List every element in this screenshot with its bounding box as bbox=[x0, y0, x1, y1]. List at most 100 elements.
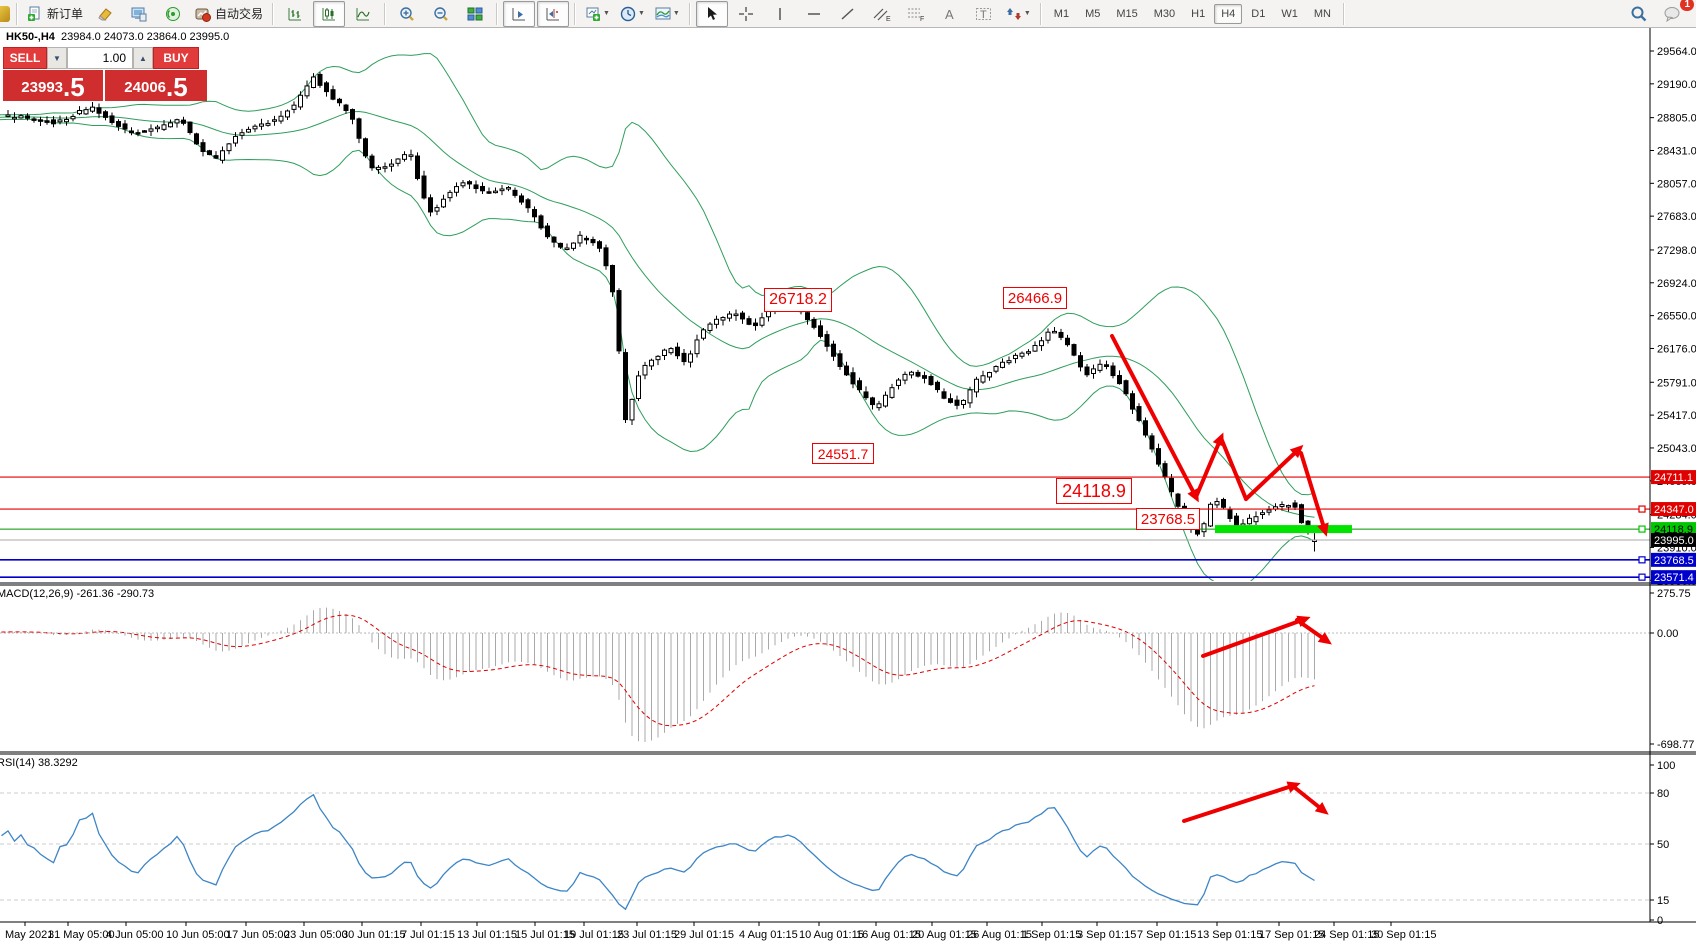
svg-text:25417.0: 25417.0 bbox=[1657, 410, 1696, 422]
rsi-indicator bbox=[0, 792, 1650, 911]
panel-borders bbox=[0, 28, 1696, 923]
volume-input[interactable]: 1.00 bbox=[67, 47, 133, 69]
crosshair-tool-button[interactable] bbox=[730, 1, 762, 27]
timeframe-button-m15[interactable]: M15 bbox=[1116, 7, 1138, 20]
svg-text:27683.0: 27683.0 bbox=[1657, 211, 1696, 223]
text-label-tool-button[interactable]: T bbox=[968, 1, 1000, 27]
separator bbox=[384, 2, 387, 25]
auto-scroll-icon bbox=[512, 7, 526, 20]
sell-price-pips: .5 bbox=[63, 72, 85, 102]
signal-button[interactable] bbox=[157, 1, 189, 27]
support-zone-bar bbox=[1215, 525, 1352, 534]
trend-arrows bbox=[1110, 334, 1332, 823]
timeframe-button-h1[interactable]: H1 bbox=[1191, 7, 1206, 20]
price-callout[interactable]: 23768.5 bbox=[1136, 508, 1200, 530]
volume-decrease-button[interactable]: ▼ bbox=[47, 47, 67, 69]
timeframe-button-d1[interactable]: D1 bbox=[1251, 7, 1266, 20]
search-button[interactable] bbox=[1623, 1, 1655, 27]
fibonacci-tool-button[interactable]: F bbox=[900, 1, 932, 27]
chart-canvas[interactable]: 29564.0 29190.0 28805.0 28431.0 28057.0 27683… bbox=[0, 28, 1696, 945]
zoom-in-button[interactable] bbox=[391, 1, 423, 27]
chat-bubble-icon bbox=[1664, 6, 1680, 22]
new-order-label: 新订单 bbox=[47, 7, 84, 21]
timeframe-button-w1[interactable]: W1 bbox=[1281, 7, 1298, 20]
one-click-trade-panel: SELL ▼ 1.00 ▲ BUY 23993.5 24006.5 bbox=[3, 47, 211, 101]
candlestick-chart-button[interactable] bbox=[313, 0, 346, 27]
terminal-button[interactable] bbox=[123, 1, 155, 27]
svg-text:15: 15 bbox=[1657, 895, 1669, 907]
price-callout[interactable]: 26466.9 bbox=[1003, 287, 1067, 309]
templates-icon bbox=[655, 7, 671, 19]
cursor-tool-button[interactable] bbox=[695, 0, 728, 27]
svg-text:10 Aug 01:15: 10 Aug 01:15 bbox=[799, 929, 864, 941]
svg-text:May 2021: May 2021 bbox=[5, 929, 53, 941]
auto-scroll-button[interactable] bbox=[503, 0, 536, 27]
buy-button[interactable]: BUY bbox=[153, 47, 199, 69]
price-callout[interactable]: 24118.9 bbox=[1056, 478, 1132, 504]
sell-price-display[interactable]: 23993.5 bbox=[3, 70, 103, 101]
text-icon: A bbox=[945, 7, 954, 22]
trendline-tool-button[interactable] bbox=[832, 1, 864, 27]
chart-shift-button[interactable] bbox=[537, 0, 570, 27]
channel-tool-button[interactable]: E bbox=[866, 1, 898, 27]
bar-chart-button[interactable] bbox=[279, 1, 311, 27]
sell-price-main: 23993 bbox=[21, 79, 64, 96]
volume-increase-button[interactable]: ▲ bbox=[133, 47, 153, 69]
periods-button[interactable]: ▼ bbox=[616, 1, 649, 27]
svg-text:1 Sep 01:15: 1 Sep 01:15 bbox=[1022, 929, 1081, 941]
toolbar: 新订单 自动交易 bbox=[0, 0, 1696, 28]
zoom-out-icon bbox=[434, 6, 448, 21]
price-callout[interactable]: 26718.2 bbox=[764, 288, 832, 312]
tile-windows-button[interactable] bbox=[459, 1, 491, 27]
shapes-tool-button[interactable]: ▼ bbox=[1002, 1, 1035, 27]
price-lines bbox=[0, 476, 1650, 581]
dropdown-arrow-icon: ▼ bbox=[672, 10, 680, 17]
chart-header: HK50-,H4 23984.0 24073.0 23864.0 23995.0 bbox=[6, 31, 229, 43]
svg-text:T: T bbox=[980, 9, 987, 21]
svg-text:7 Jul 01:15: 7 Jul 01:15 bbox=[401, 929, 455, 941]
svg-text:26176.0: 26176.0 bbox=[1657, 343, 1696, 355]
new-chart-button[interactable]: ▼ bbox=[581, 1, 614, 27]
rsi-label: RSI(14) 38.3292 bbox=[0, 757, 78, 769]
svg-text:23 Jun 05:00: 23 Jun 05:00 bbox=[284, 929, 348, 941]
timeframe-button-m5[interactable]: M5 bbox=[1085, 7, 1101, 20]
fibonacci-icon: F bbox=[907, 8, 924, 22]
ohlc-values: 23984.0 24073.0 23864.0 23995.0 bbox=[61, 31, 230, 43]
timeframe-button-m30[interactable]: M30 bbox=[1153, 7, 1176, 20]
zoom-out-button[interactable] bbox=[425, 1, 457, 27]
dropdown-arrow-icon: ▼ bbox=[637, 10, 645, 17]
svg-text:27298.0: 27298.0 bbox=[1657, 245, 1696, 257]
notifications-button[interactable]: 1 bbox=[1657, 0, 1694, 27]
price-callout[interactable]: 24551.7 bbox=[812, 443, 874, 464]
templates-button[interactable]: ▼ bbox=[651, 1, 684, 27]
svg-text:0: 0 bbox=[1657, 915, 1663, 927]
text-tool-button[interactable]: A bbox=[934, 1, 966, 27]
buy-price-display[interactable]: 24006.5 bbox=[105, 70, 207, 101]
timeframe-button-h4[interactable]: H4 bbox=[1214, 3, 1243, 24]
new-order-button[interactable]: 新订单 bbox=[23, 1, 87, 27]
line-chart-button[interactable] bbox=[347, 1, 379, 27]
timeframe-button-m1[interactable]: M1 bbox=[1053, 7, 1070, 20]
terminal-icon bbox=[131, 7, 147, 21]
svg-text:50: 50 bbox=[1657, 839, 1669, 851]
svg-text:29 Jul 01:15: 29 Jul 01:15 bbox=[674, 929, 734, 941]
candlesticks bbox=[5, 72, 1317, 552]
price-axis[interactable]: 29564.0 29190.0 28805.0 28431.0 28057.0 27683… bbox=[1650, 46, 1696, 927]
sell-button[interactable]: SELL bbox=[3, 47, 47, 69]
zoom-in-icon bbox=[400, 6, 414, 21]
svg-text:F: F bbox=[920, 16, 924, 22]
search-icon bbox=[1631, 6, 1647, 21]
svg-text:7 Sep 01:15: 7 Sep 01:15 bbox=[1137, 929, 1196, 941]
timeframe-button-mn[interactable]: MN bbox=[1313, 7, 1331, 20]
svg-text:26 Aug 01:15: 26 Aug 01:15 bbox=[967, 929, 1032, 941]
horizontal-line-tool-button[interactable] bbox=[798, 1, 830, 27]
autotrading-button[interactable]: 自动交易 bbox=[191, 1, 267, 27]
separator bbox=[16, 2, 18, 25]
svg-text:100: 100 bbox=[1657, 760, 1675, 772]
bar-chart-icon bbox=[288, 7, 302, 20]
vertical-line-tool-button[interactable] bbox=[764, 1, 796, 27]
svg-text:80: 80 bbox=[1657, 788, 1669, 800]
eraser-button[interactable] bbox=[89, 1, 121, 27]
svg-text:26550.0: 26550.0 bbox=[1657, 311, 1696, 323]
